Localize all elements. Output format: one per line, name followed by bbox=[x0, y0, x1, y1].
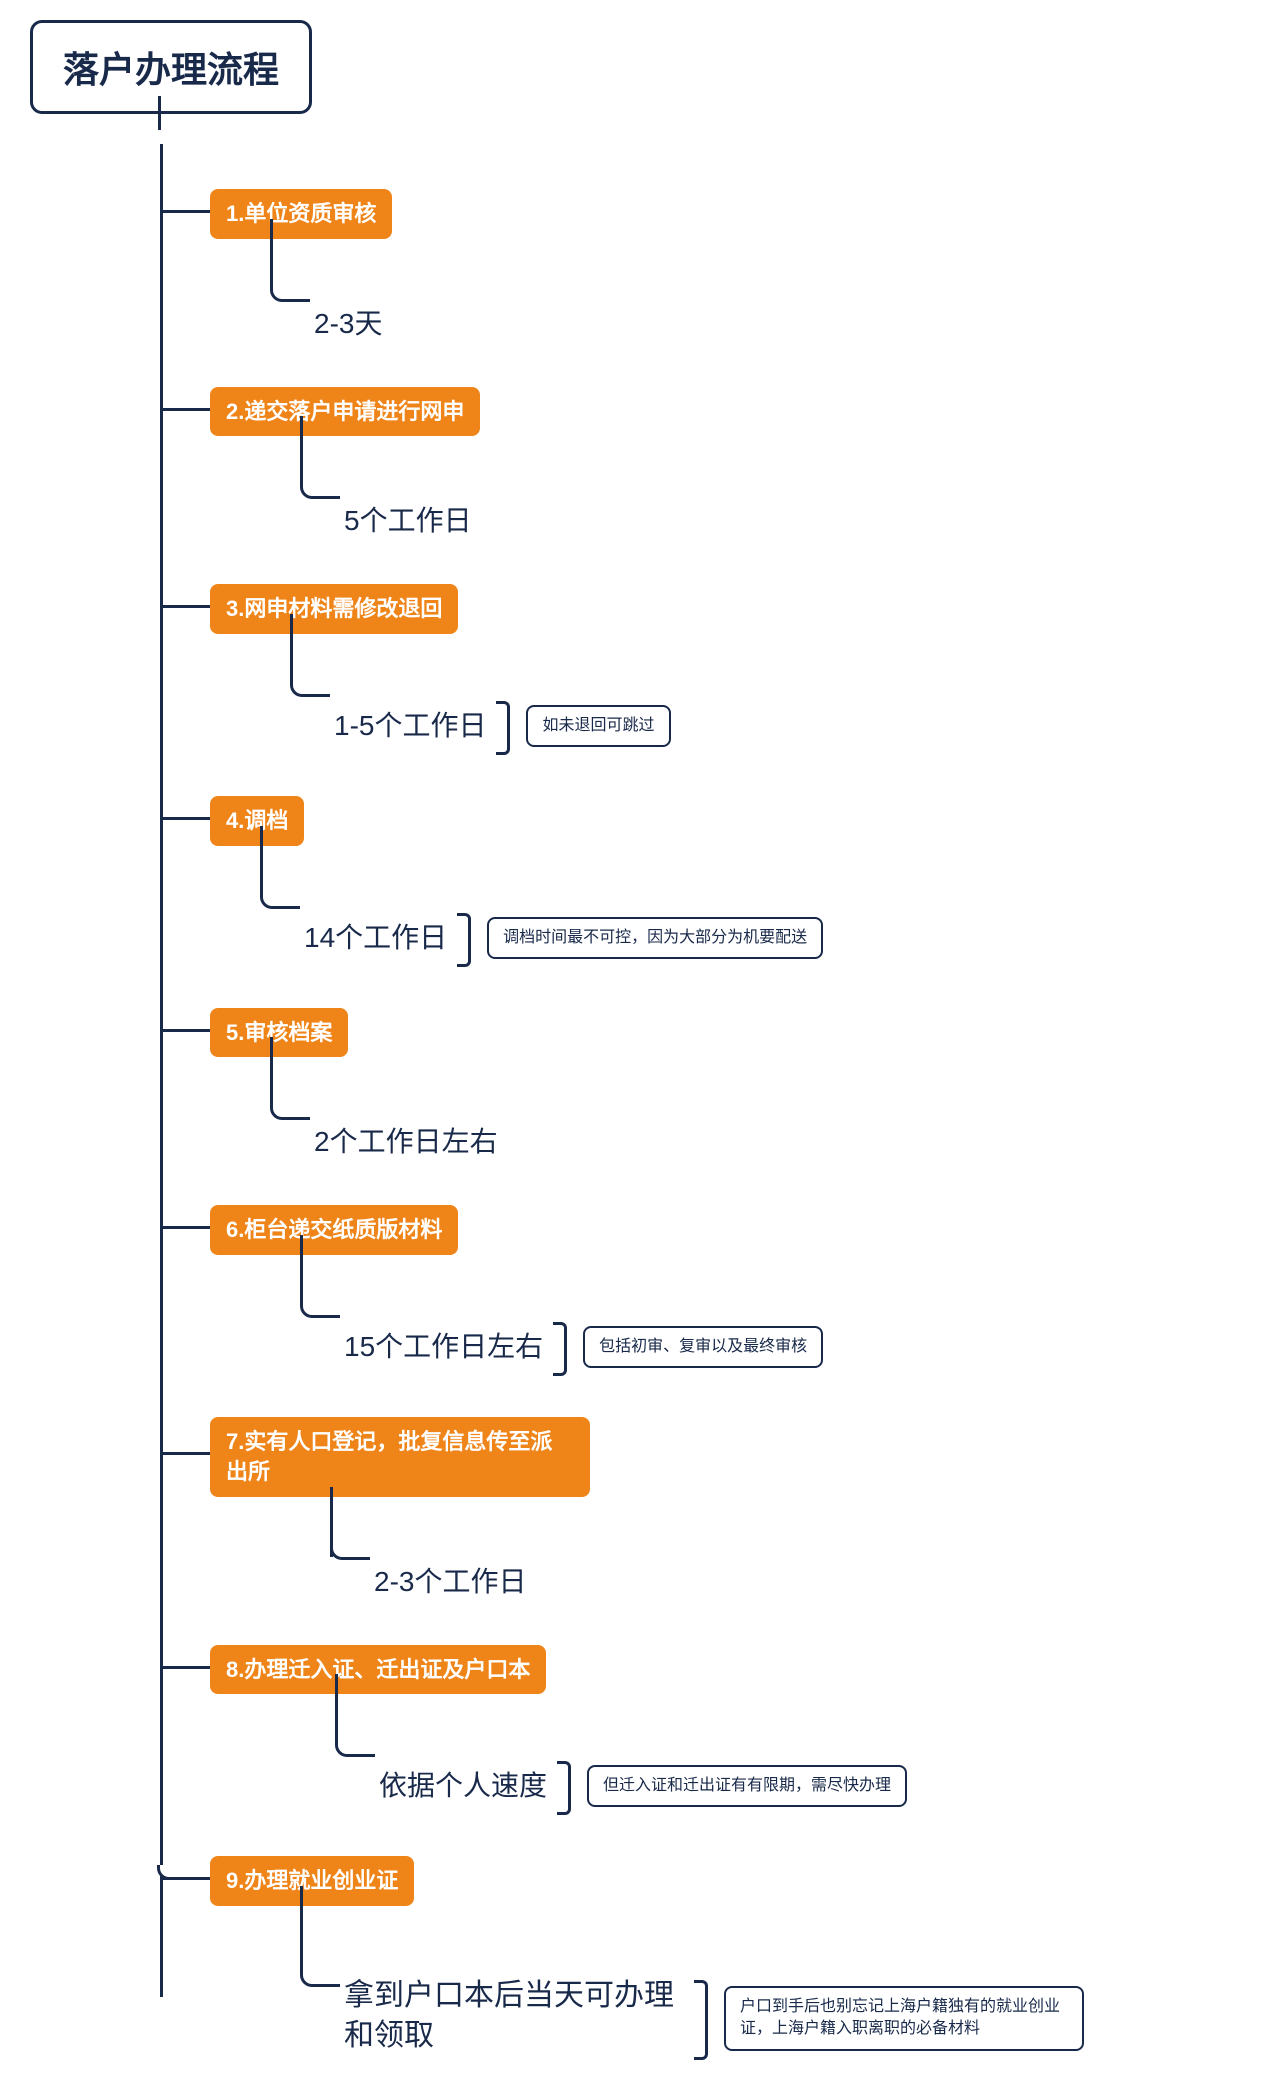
sub-vline bbox=[270, 219, 273, 289]
sub-hline bbox=[312, 1315, 340, 1318]
bracket-icon bbox=[694, 1980, 708, 2060]
sub-area-8: 依据个人速度 但迁入证和迁出证有有限期，需尽快办理 bbox=[335, 1694, 1250, 1811]
step-box-1: 1.单位资质审核 bbox=[210, 189, 392, 239]
duration-text: 依据个人速度 bbox=[379, 1764, 547, 1804]
branch-line bbox=[160, 605, 210, 608]
flow-tree: 1.单位资质审核 2-3天 2.递交落户申请进行网申 5个工作日 bbox=[160, 144, 1250, 2057]
duration-text: 15个工作日左右 bbox=[344, 1325, 543, 1365]
note-box: 包括初审、复审以及最终审核 bbox=[583, 1326, 823, 1368]
step-box-3: 3.网申材料需修改退回 bbox=[210, 584, 458, 634]
bracket-icon bbox=[496, 701, 510, 755]
note-box: 如未退回可跳过 bbox=[526, 705, 670, 747]
sub-area-2: 5个工作日 bbox=[300, 436, 1250, 539]
bracket-icon bbox=[553, 1322, 567, 1376]
step-1: 1.单位资质审核 2-3天 bbox=[160, 144, 1250, 342]
step-4: 4.调档 14个工作日 调档时间最不可控，因为大部分为机要配送 bbox=[160, 751, 1250, 963]
duration-text: 5个工作日 bbox=[344, 499, 472, 539]
duration-text: 14个工作日 bbox=[304, 916, 447, 956]
note-text: 包括初审、复审以及最终审核 bbox=[599, 1338, 807, 1355]
branch-line bbox=[160, 1029, 210, 1032]
step-label: 7.实有人口登记，批复信息传至派出所 bbox=[226, 1429, 552, 1484]
step-box-8: 8.办理迁入证、迁出证及户口本 bbox=[210, 1645, 546, 1695]
duration-text: 2-3个工作日 bbox=[374, 1560, 526, 1600]
duration-text: 拿到户口本后当天可办理和领取 bbox=[344, 1976, 684, 2057]
step-box-5: 5.审核档案 bbox=[210, 1008, 348, 1058]
sub-area-7: 2-3个工作日 bbox=[330, 1497, 1250, 1600]
sub-vline bbox=[290, 614, 293, 684]
branch-line bbox=[160, 1226, 210, 1229]
step-9: 9.办理就业创业证 拿到户口本后当天可办理和领取 户口到手后也别忘记上海户籍独有… bbox=[160, 1811, 1250, 2057]
note-text: 户口到手后也别忘记上海户籍独有的就业创业证，上海户籍入职离职的必备材料 bbox=[740, 1998, 1060, 2037]
step-box-4: 4.调档 bbox=[210, 796, 304, 846]
step-label: 6.柜台递交纸质版材料 bbox=[226, 1217, 442, 1242]
bracket-icon bbox=[557, 1761, 571, 1815]
sub-area-9: 拿到户口本后当天可办理和领取 户口到手后也别忘记上海户籍独有的就业创业证，上海户… bbox=[300, 1906, 1250, 2057]
sub-area-1: 2-3天 bbox=[270, 239, 1250, 342]
note-box: 但迁入证和迁出证有有限期，需尽快办理 bbox=[587, 1765, 907, 1807]
note-text: 调档时间最不可控，因为大部分为机要配送 bbox=[503, 929, 807, 946]
branch-line bbox=[160, 408, 210, 411]
duration-text: 2-3天 bbox=[314, 302, 382, 342]
sub-area-3: 1-5个工作日 如未退回可跳过 bbox=[290, 634, 1250, 751]
step-label: 3.网申材料需修改退回 bbox=[226, 596, 442, 621]
step-3: 3.网申材料需修改退回 1-5个工作日 如未退回可跳过 bbox=[160, 539, 1250, 751]
note-text: 但迁入证和迁出证有有限期，需尽快办理 bbox=[603, 1777, 891, 1794]
step-6: 6.柜台递交纸质版材料 15个工作日左右 包括初审、复审以及最终审核 bbox=[160, 1160, 1250, 1372]
branch-line bbox=[160, 1452, 210, 1455]
sub-area-5: 2个工作日左右 bbox=[270, 1057, 1250, 1160]
branch-line bbox=[160, 1877, 210, 1880]
step-box-7: 7.实有人口登记，批复信息传至派出所 bbox=[210, 1417, 590, 1496]
step-label: 8.办理迁入证、迁出证及户口本 bbox=[226, 1657, 530, 1682]
bracket-icon bbox=[457, 913, 471, 967]
sub-hline bbox=[272, 906, 300, 909]
step-box-2: 2.递交落户申请进行网申 bbox=[210, 387, 480, 437]
step-7: 7.实有人口登记，批复信息传至派出所 2-3个工作日 bbox=[160, 1372, 1250, 1599]
step-label: 9.办理就业创业证 bbox=[226, 1868, 398, 1893]
step-2: 2.递交落户申请进行网申 5个工作日 bbox=[160, 342, 1250, 540]
sub-hline bbox=[312, 496, 340, 499]
sub-hline bbox=[312, 1984, 340, 1987]
step-8: 8.办理迁入证、迁出证及户口本 依据个人速度 但迁入证和迁出证有有限期，需尽快办… bbox=[160, 1600, 1250, 1812]
branch-line bbox=[160, 817, 210, 820]
sub-area-4: 14个工作日 调档时间最不可控，因为大部分为机要配送 bbox=[260, 846, 1250, 963]
duration-text: 2个工作日左右 bbox=[314, 1120, 498, 1160]
sub-hline bbox=[302, 694, 330, 697]
elbow-icon bbox=[157, 1865, 172, 1880]
sub-hline bbox=[342, 1557, 370, 1560]
sub-hline bbox=[282, 1117, 310, 1120]
branch-line bbox=[160, 1666, 210, 1669]
sub-hline bbox=[347, 1754, 375, 1757]
note-box: 户口到手后也别忘记上海户籍独有的就业创业证，上海户籍入职离职的必备材料 bbox=[724, 1986, 1084, 2051]
step-5: 5.审核档案 2个工作日左右 bbox=[160, 963, 1250, 1161]
sub-vline bbox=[270, 1037, 273, 1107]
sub-vline bbox=[300, 1886, 303, 1974]
root-title: 落户办理流程 bbox=[30, 20, 312, 114]
root-title-text: 落户办理流程 bbox=[63, 49, 279, 90]
root-connector bbox=[158, 96, 161, 130]
sub-vline bbox=[300, 416, 303, 486]
step-label: 2.递交落户申请进行网申 bbox=[226, 399, 464, 424]
step-label: 1.单位资质审核 bbox=[226, 201, 376, 226]
sub-vline bbox=[335, 1674, 338, 1744]
sub-hline bbox=[282, 299, 310, 302]
step-label: 4.调档 bbox=[226, 808, 288, 833]
sub-vline bbox=[300, 1235, 303, 1305]
duration-text: 1-5个工作日 bbox=[334, 704, 486, 744]
step-box-6: 6.柜台递交纸质版材料 bbox=[210, 1205, 458, 1255]
step-label: 5.审核档案 bbox=[226, 1020, 332, 1045]
sub-area-6: 15个工作日左右 包括初审、复审以及最终审核 bbox=[300, 1255, 1250, 1372]
step-box-9: 9.办理就业创业证 bbox=[210, 1856, 414, 1906]
sub-vline bbox=[260, 826, 263, 896]
branch-line bbox=[160, 210, 210, 213]
note-box: 调档时间最不可控，因为大部分为机要配送 bbox=[487, 917, 823, 959]
note-text: 如未退回可跳过 bbox=[542, 717, 654, 734]
